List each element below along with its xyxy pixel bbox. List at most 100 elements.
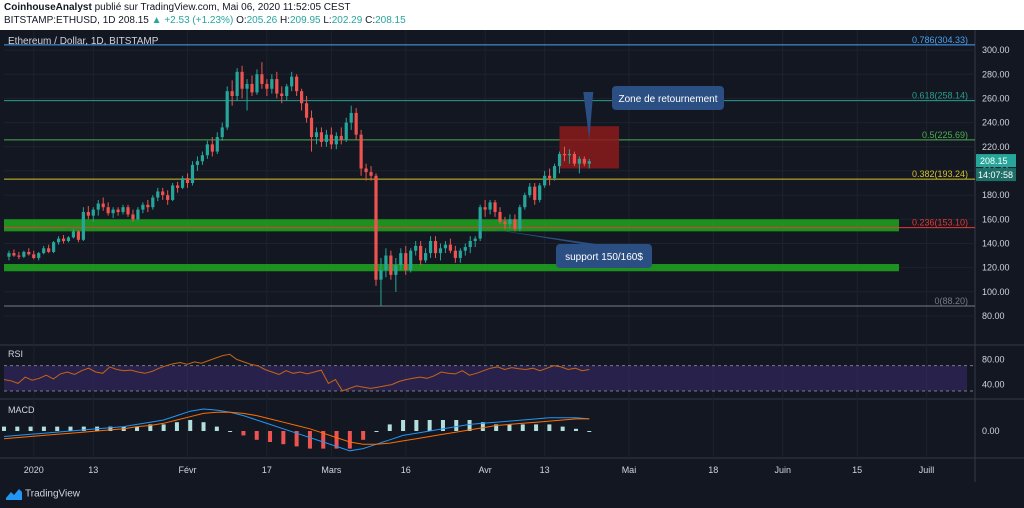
candle-body — [101, 203, 105, 208]
fib-level-label: 0(88.20) — [934, 296, 968, 306]
fib-level-label: 0.382(193.24) — [912, 169, 968, 179]
candle-body — [42, 248, 46, 254]
candle-body — [468, 241, 472, 248]
macd-histogram-bar — [55, 426, 60, 431]
candle-body — [513, 219, 517, 229]
candle-body — [339, 135, 343, 140]
tradingview-logo[interactable]: TradingView — [6, 488, 80, 500]
candle-body — [32, 254, 36, 258]
candle-body — [473, 238, 477, 242]
candle-body — [91, 209, 95, 216]
macd-line — [3, 408, 590, 452]
macd-histogram-bar — [480, 422, 485, 431]
low-value: 202.29 — [331, 15, 363, 26]
candle-body — [250, 83, 254, 93]
publication-line: CoinhouseAnalyst publié sur TradingView.… — [4, 2, 350, 13]
candle-body — [359, 134, 363, 169]
time-tick-label: Juin — [774, 465, 791, 475]
macd-histogram-bar — [254, 431, 259, 440]
close-label: C: — [365, 15, 376, 26]
macd-histogram-bar — [401, 420, 406, 431]
macd-histogram-bar — [281, 431, 286, 445]
price-tick-label: 80.00 — [982, 311, 1005, 321]
price-chart[interactable]: 0.786(304.33) 0.618(258.14) 0.5(225.69) 0.3… — [0, 30, 1024, 482]
candle-body — [577, 158, 581, 164]
ohlc-line: BITSTAMP:ETHUSD, 1D 208.15 ▲ +2.53 (+1.2… — [4, 15, 406, 26]
signal-line — [3, 411, 590, 445]
candle-body — [255, 74, 259, 93]
macd-histogram-bar — [307, 431, 312, 449]
candle-body — [498, 212, 502, 222]
high-label: H: — [280, 15, 290, 26]
rsi-tick-label: 40.00 — [982, 380, 1005, 390]
candle-body — [141, 204, 145, 210]
candle-body — [195, 161, 200, 165]
candle-body — [86, 212, 90, 216]
author-name[interactable]: CoinhouseAnalyst — [4, 2, 92, 13]
macd-histogram-bar — [294, 431, 299, 447]
candle-body — [121, 207, 125, 213]
candle-body — [557, 154, 562, 167]
candle-body — [76, 231, 80, 240]
support-zone — [4, 263, 899, 272]
macd-histogram-bar — [347, 431, 352, 449]
candle-body — [443, 244, 448, 249]
candle-body — [344, 122, 348, 140]
candle-body — [548, 175, 552, 179]
candle-body — [453, 250, 457, 258]
candle-body — [538, 185, 542, 200]
macd-histogram-bar — [387, 424, 392, 431]
macd-histogram-bar — [201, 422, 206, 431]
macd-histogram-bar — [534, 424, 539, 431]
candle-body — [394, 265, 398, 275]
open-value: 205.26 — [246, 15, 278, 26]
candle-body — [349, 112, 353, 123]
candle-body — [448, 244, 452, 251]
callout-box — [556, 244, 652, 268]
macd-histogram-bar — [547, 424, 552, 431]
candle-body — [543, 175, 547, 186]
candle-body — [176, 185, 180, 188]
fib-level-label: 0.618(258.14) — [912, 91, 968, 101]
macd-histogram-bar — [148, 424, 153, 431]
candle-body — [7, 253, 11, 257]
macd-histogram-bar — [467, 420, 472, 431]
candle-body — [424, 253, 428, 261]
candle-body — [354, 112, 358, 135]
candle-body — [582, 158, 586, 164]
candle-body — [116, 209, 120, 213]
candle-body — [66, 237, 71, 242]
candle-body — [493, 202, 497, 213]
macd-histogram-bar — [560, 426, 565, 431]
candle-body — [56, 238, 61, 243]
macd-histogram-bar — [454, 420, 459, 431]
candle-body — [523, 195, 527, 208]
footer-bar: TradingView — [0, 482, 1024, 508]
candle-body — [458, 250, 462, 258]
price-tick-label: 180.00 — [982, 190, 1010, 200]
price-tick-label: 240.00 — [982, 118, 1010, 128]
candle-body — [309, 117, 314, 138]
candle-body — [533, 186, 537, 200]
rsi-tick-label: 80.00 — [982, 354, 1005, 364]
candle-body — [180, 178, 185, 188]
candle-body — [265, 83, 269, 89]
candle-body — [567, 154, 572, 156]
price-tick-label: 160.00 — [982, 214, 1010, 224]
candle-body — [587, 161, 591, 164]
macd-title: MACD — [8, 405, 35, 415]
candle-body — [12, 253, 16, 256]
candle-body — [508, 219, 512, 225]
candle-body — [260, 74, 264, 84]
candle-body — [52, 242, 56, 252]
candle-body — [295, 76, 299, 92]
time-tick-label: 17 — [262, 465, 272, 475]
countdown-tag — [976, 168, 1016, 182]
fib-level-label: 0.5(225.69) — [922, 130, 968, 140]
candle-body — [324, 134, 328, 142]
candle-body — [230, 91, 234, 97]
candle-body — [389, 255, 393, 275]
price-tick-label: 300.00 — [982, 45, 1010, 55]
candle-body — [503, 221, 507, 225]
macd-histogram-bar — [587, 431, 592, 432]
